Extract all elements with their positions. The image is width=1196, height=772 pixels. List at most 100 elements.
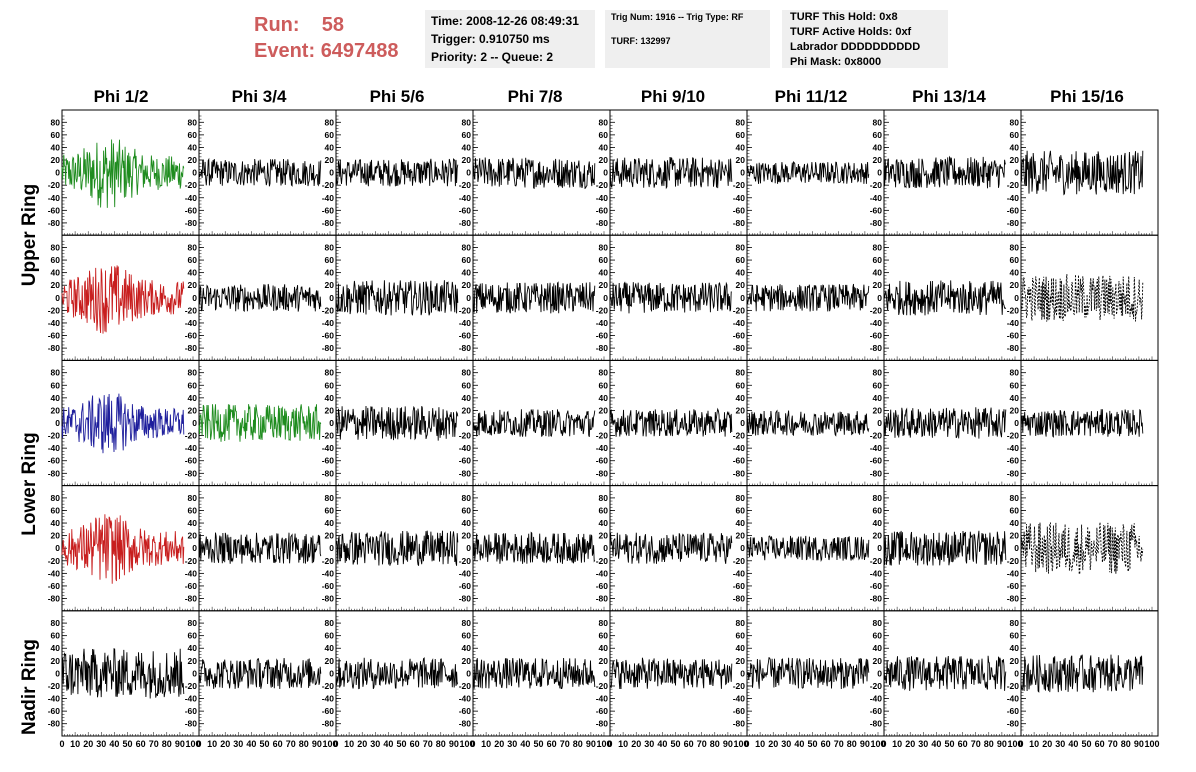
y-tick-label: 60 — [873, 380, 883, 390]
y-tick-label: -40 — [596, 694, 609, 704]
x-tick-label: 70 — [286, 739, 296, 749]
y-tick-label: -60 — [185, 706, 198, 716]
y-tick-label: 0 — [192, 668, 197, 678]
y-tick-label: 60 — [736, 505, 746, 515]
y-tick-label: -20 — [733, 681, 746, 691]
y-tick-label: 40 — [599, 142, 609, 152]
phi-mask-text: Phi Mask: 0x8000 — [790, 56, 882, 68]
y-tick-label: 60 — [1010, 631, 1020, 641]
x-tick-label: 90 — [1134, 739, 1144, 749]
x-tick-label: 20 — [631, 739, 641, 749]
y-tick-label: -20 — [733, 180, 746, 190]
x-tick-label: 80 — [162, 739, 172, 749]
y-tick-label: -80 — [1007, 594, 1020, 604]
x-tick-label: 40 — [383, 739, 393, 749]
y-tick-label: 40 — [51, 643, 61, 653]
y-tick-label: -60 — [733, 331, 746, 341]
y-tick-label: 40 — [325, 393, 335, 403]
x-tick-label: 10 — [892, 739, 902, 749]
y-tick-label: -40 — [322, 318, 335, 328]
y-tick-label: -80 — [733, 594, 746, 604]
y-tick-label: 80 — [873, 368, 883, 378]
y-tick-label: -40 — [459, 318, 472, 328]
y-tick-label: 80 — [1010, 618, 1020, 628]
y-tick-label: 80 — [1010, 117, 1020, 127]
x-tick-label: 80 — [573, 739, 583, 749]
y-tick-label: -20 — [459, 180, 472, 190]
y-tick-label: -20 — [870, 556, 883, 566]
y-tick-label: -80 — [870, 343, 883, 353]
y-tick-label: 80 — [736, 117, 746, 127]
y-tick-label: 0 — [1014, 293, 1019, 303]
turf-active-holds-text: TURF Active Holds: 0xf — [790, 26, 912, 38]
y-tick-label: 20 — [325, 280, 335, 290]
y-tick-label: -80 — [48, 218, 61, 228]
phi-label-4: Phi 7/8 — [507, 87, 563, 106]
x-tick-label: 60 — [684, 739, 694, 749]
y-tick-label: 60 — [51, 631, 61, 641]
y-tick-label: -40 — [596, 193, 609, 203]
y-tick-label: -40 — [322, 193, 335, 203]
y-tick-label: 60 — [736, 380, 746, 390]
y-tick-label: 40 — [188, 268, 198, 278]
waveform-r2-c5 — [746, 409, 870, 437]
y-tick-label: -20 — [459, 305, 472, 315]
y-tick-label: 60 — [873, 130, 883, 140]
y-tick-label: -80 — [870, 594, 883, 604]
y-tick-label: 60 — [873, 255, 883, 265]
y-tick-label: 40 — [736, 268, 746, 278]
y-tick-label: 60 — [1010, 130, 1020, 140]
y-tick-label: -80 — [596, 719, 609, 729]
waveform-r2-c1 — [198, 404, 322, 442]
x-tick-label: 50 — [122, 739, 132, 749]
y-tick-label: 80 — [325, 493, 335, 503]
x-tick-label: 80 — [710, 739, 720, 749]
y-tick-label: 60 — [51, 505, 61, 515]
y-tick-label: -60 — [870, 581, 883, 591]
y-tick-label: 60 — [1010, 505, 1020, 515]
y-tick-label: -20 — [185, 431, 198, 441]
y-tick-label: 20 — [599, 155, 609, 165]
x-tick-label: 0 — [1018, 739, 1023, 749]
x-tick-label: 70 — [423, 739, 433, 749]
x-tick-label: 100 — [459, 739, 474, 749]
y-tick-label: 80 — [873, 493, 883, 503]
y-tick-label: -60 — [459, 581, 472, 591]
y-tick-label: 40 — [1010, 643, 1020, 653]
x-tick-label: 60 — [1095, 739, 1105, 749]
y-tick-label: 20 — [51, 656, 61, 666]
y-tick-label: 0 — [740, 543, 745, 553]
y-tick-label: 40 — [873, 142, 883, 152]
y-tick-label: 20 — [736, 531, 746, 541]
waveform-r4-c1 — [198, 657, 322, 690]
y-tick-label: 40 — [736, 393, 746, 403]
phi-label-8: Phi 15/16 — [1050, 87, 1124, 106]
y-tick-label: -20 — [1007, 180, 1020, 190]
y-tick-label: 40 — [599, 268, 609, 278]
y-tick-label: -80 — [733, 468, 746, 478]
panel-frame-r2-c1 — [198, 359, 337, 487]
y-tick-label: 80 — [325, 117, 335, 127]
y-tick-label: -20 — [596, 681, 609, 691]
waveform-r4-c3 — [472, 657, 596, 690]
y-tick-label: -80 — [185, 468, 198, 478]
x-tick-label: 20 — [220, 739, 230, 749]
y-tick-label: -60 — [596, 205, 609, 215]
y-tick-label: 80 — [599, 368, 609, 378]
time-text: Time: 2008-12-26 08:49:31 — [431, 14, 579, 28]
y-tick-label: -60 — [1007, 331, 1020, 341]
waveform-r3-c5 — [746, 535, 870, 562]
y-tick-label: -40 — [733, 193, 746, 203]
y-tick-label: 20 — [325, 656, 335, 666]
y-tick-label: 60 — [462, 130, 472, 140]
y-tick-label: -40 — [1007, 318, 1020, 328]
y-tick-label: -40 — [596, 443, 609, 453]
y-tick-label: -80 — [48, 343, 61, 353]
y-tick-label: -20 — [870, 180, 883, 190]
y-tick-label: -80 — [870, 468, 883, 478]
y-tick-label: 0 — [740, 418, 745, 428]
x-tick-label: 100 — [1144, 739, 1159, 749]
y-tick-label: -20 — [459, 431, 472, 441]
y-tick-label: -80 — [1007, 343, 1020, 353]
y-tick-label: 40 — [599, 393, 609, 403]
